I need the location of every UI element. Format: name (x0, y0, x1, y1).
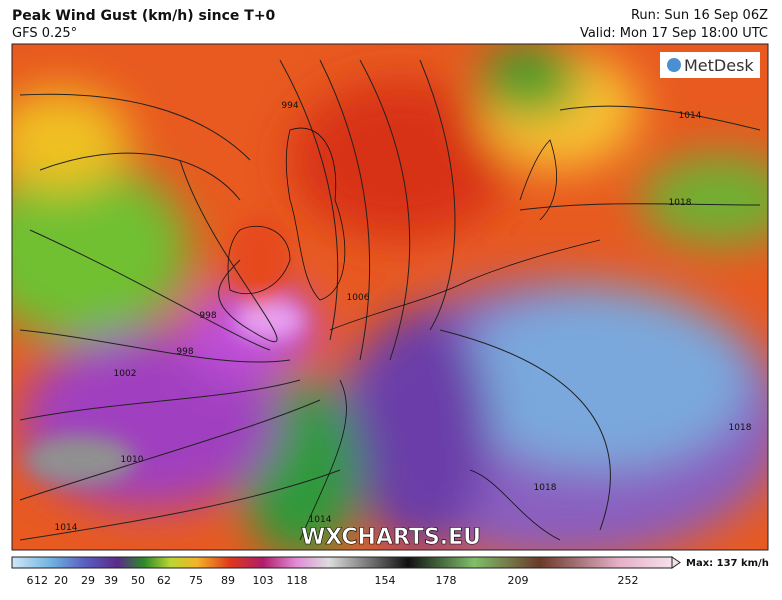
isobar-label: 998 (199, 311, 216, 321)
isobar-label: 1014 (309, 515, 332, 525)
colorbar (11, 556, 673, 569)
colorbar-tick-label: 29 (81, 574, 95, 587)
isobar-label: 1018 (729, 423, 752, 433)
colorbar-tick-label: 39 (104, 574, 118, 587)
colorbar-tick-label: 20 (54, 574, 68, 587)
logo: MetDesk (684, 56, 754, 75)
logo-icon (667, 58, 681, 72)
coastlines (227, 127, 601, 541)
isobar-label: 1018 (534, 483, 557, 493)
run-time: Run: Sun 16 Sep 06Z (630, 8, 768, 23)
subtitle: GFS 0.25° (12, 26, 78, 41)
colorbar-tick-label: 75 (189, 574, 203, 587)
isobar-label: 1002 (114, 369, 137, 379)
colorbar-tick-label: 89 (221, 574, 235, 587)
valid-time: Valid: Mon 17 Sep 18:00 UTC (579, 26, 768, 41)
colorbar-tick-label: 103 (253, 574, 274, 587)
title: Peak Wind Gust (km/h) since T+0 (12, 8, 276, 24)
isobar-label: 1006 (347, 293, 370, 303)
max-label: Max: 137 km/h (686, 558, 769, 569)
colorbar-tick-label: 178 (436, 574, 457, 587)
colorbar-tick-label: 50 (131, 574, 145, 587)
colorbar-tick-label: 209 (508, 574, 529, 587)
colorbar-tick-label: 12 (34, 574, 48, 587)
watermark: WXCHARTS.EU (301, 525, 481, 550)
isobar-label: 1014 (679, 111, 702, 121)
wind-field (12, 44, 768, 550)
colorbar-tick-label: 118 (287, 574, 308, 587)
colorbar-tick-label: 62 (157, 574, 171, 587)
isobar-label: 1018 (669, 198, 692, 208)
isobar-label: 1014 (55, 523, 78, 533)
isobar-label: 1010 (121, 455, 144, 465)
isobar-label: 998 (176, 347, 193, 357)
isobar-label: 994 (281, 101, 298, 111)
colorbar-tick-label: 252 (618, 574, 639, 587)
colorbar-tick-label: 154 (375, 574, 396, 587)
colorbar-arrow (671, 556, 681, 569)
map-frame (11, 43, 769, 551)
colorbar-tick-label: 6 (27, 574, 34, 587)
